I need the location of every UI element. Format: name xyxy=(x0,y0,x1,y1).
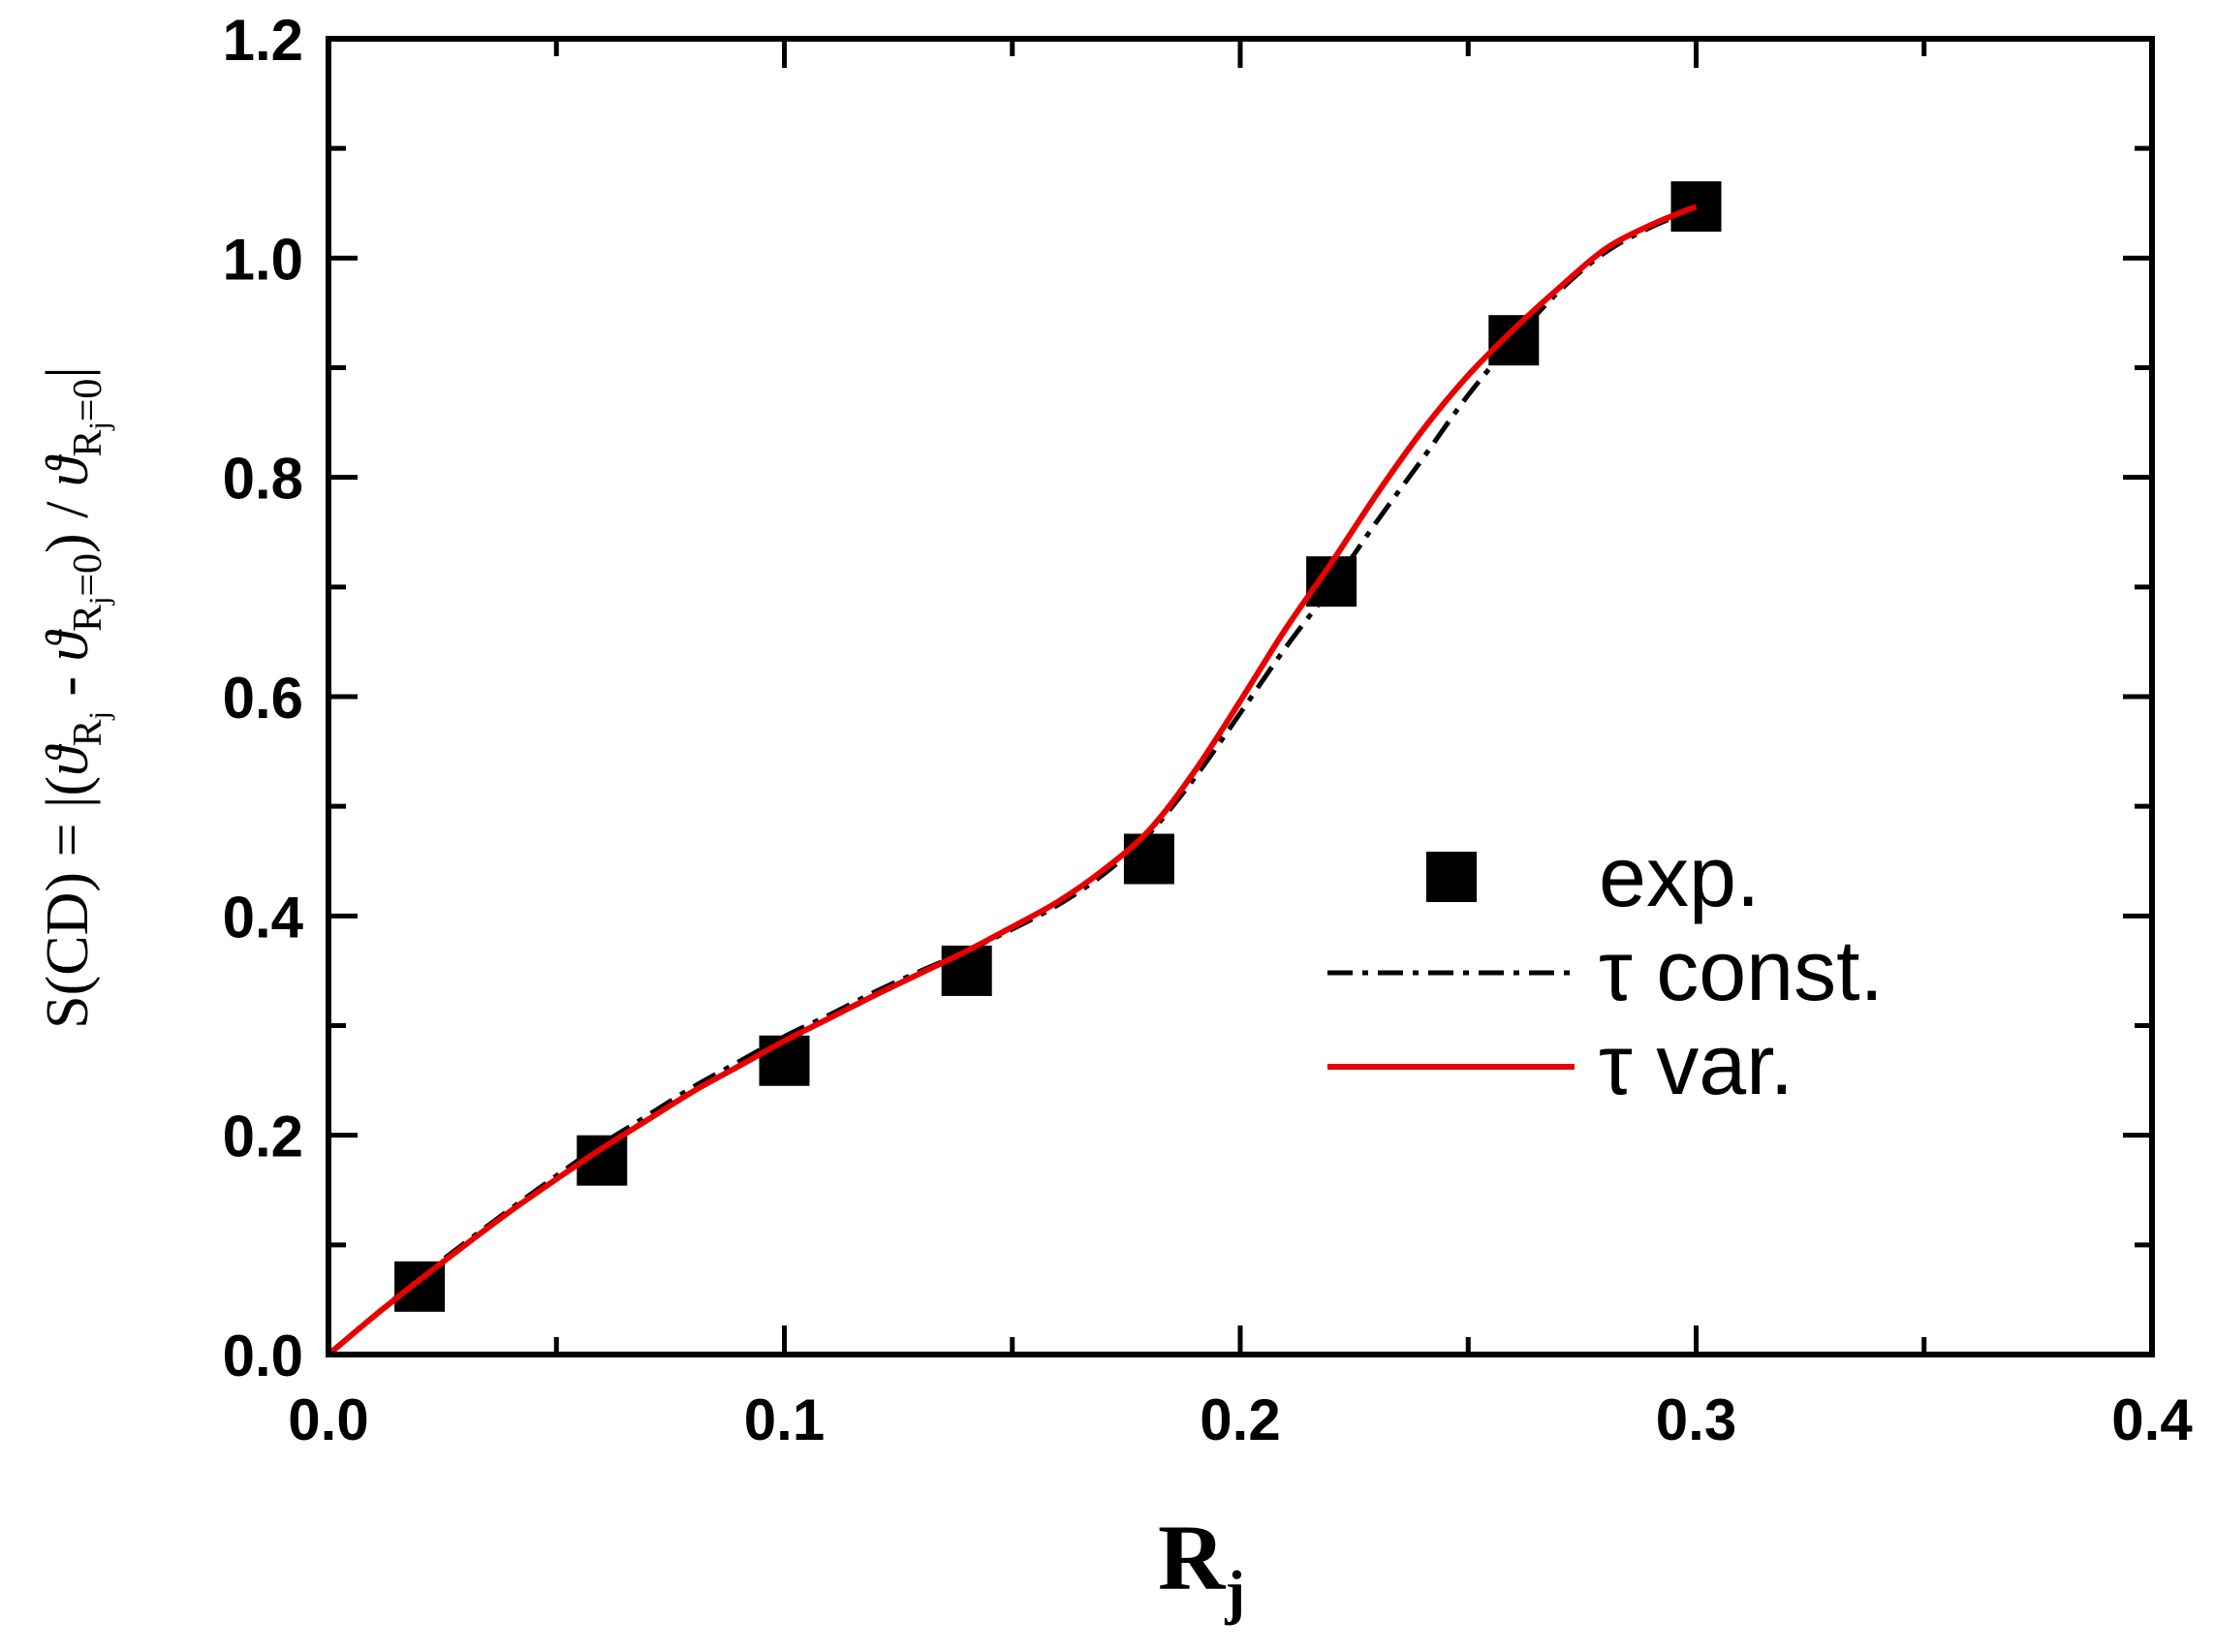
y-tick-label: 0.6 xyxy=(223,666,303,731)
x-tick-label: 0.0 xyxy=(288,1387,368,1452)
x-tick-label: 0.4 xyxy=(2111,1387,2193,1452)
legend-label: exp. xyxy=(1599,828,1760,924)
x-tick-label: 0.1 xyxy=(744,1387,825,1452)
y-tick-label: 1.2 xyxy=(223,8,303,73)
y-tick-label: 0.2 xyxy=(223,1105,303,1169)
data-point-exp xyxy=(1123,833,1174,885)
legend-label: τ var. xyxy=(1599,1016,1794,1112)
series-layer xyxy=(327,181,1722,1357)
legend-marker-square xyxy=(1426,852,1477,902)
plot-frame xyxy=(326,36,2155,1357)
legend-label: τ const. xyxy=(1599,922,1884,1018)
x-tick-label: 0.2 xyxy=(1200,1387,1280,1452)
y-tick-label: 1.0 xyxy=(223,227,303,292)
series-line-tau-const xyxy=(327,206,1698,1356)
x-axis-title: Rj xyxy=(1158,1506,1245,1626)
x-tick-label: 0.3 xyxy=(1656,1387,1736,1452)
y-tick-label: 0.0 xyxy=(223,1324,303,1388)
y-axis-title: S(CD) = |(ϑRj - ϑRj=0) / ϑRj=0| xyxy=(35,366,115,1029)
tick-labels-layer: 0.0 0.1 0.2 0.3 0.4 0.0 0.2 0.4 0.6 0.8 1.0 1.2 xyxy=(223,8,2194,1452)
x-axis-title-sub: j xyxy=(1224,1560,1245,1626)
y-tick-label: 0.4 xyxy=(223,885,304,950)
y-tick-label: 0.8 xyxy=(223,447,303,512)
series-line-tau-var xyxy=(327,203,1698,1357)
legend: exp.τ const.τ var. xyxy=(1327,828,1884,1112)
